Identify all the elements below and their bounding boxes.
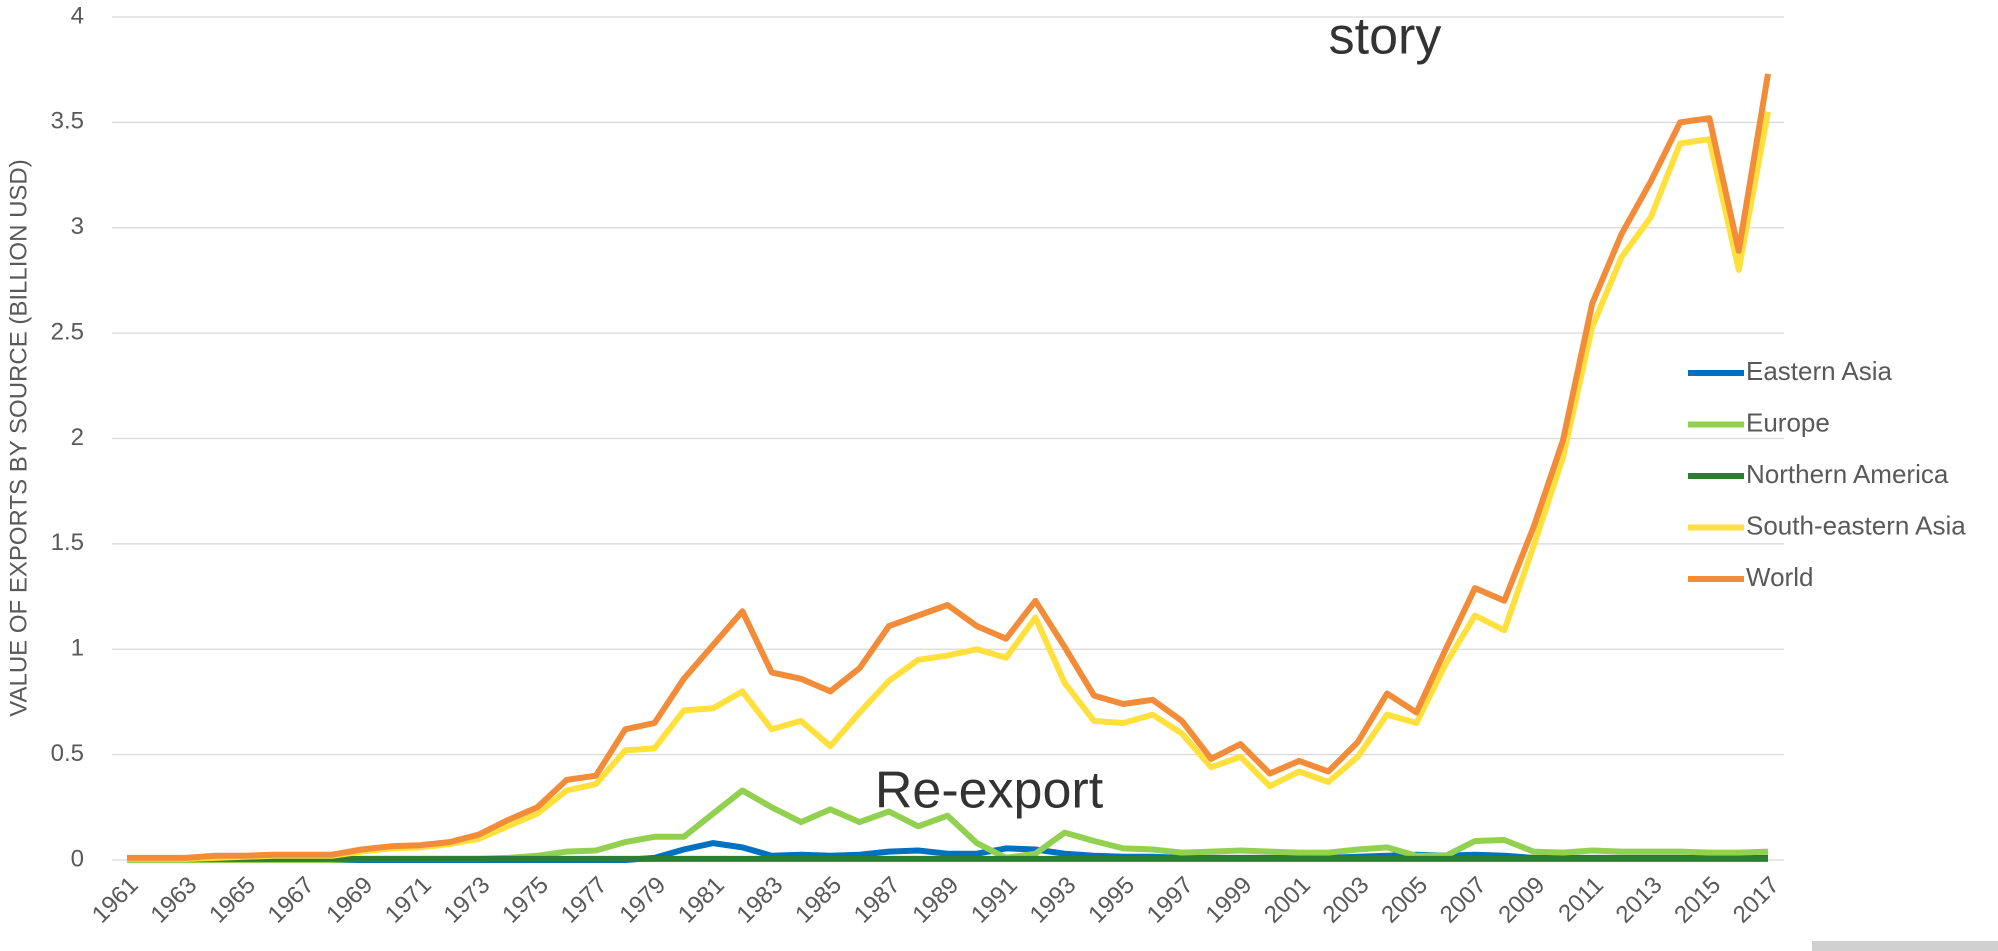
legend-label: Northern America [1746, 459, 1949, 489]
y-tick-label: 3.5 [51, 108, 84, 135]
x-tick-label: 1965 [204, 872, 261, 929]
series-line [127, 73, 1771, 861]
x-tick-label: 1981 [673, 872, 730, 929]
x-tick-label: 1985 [790, 872, 847, 929]
x-tick-label: 1969 [321, 872, 378, 929]
scrollbar [1812, 941, 1998, 951]
x-tick-label: 1979 [614, 872, 671, 929]
x-tick-label: 1967 [263, 872, 320, 929]
x-tick-label: 2001 [1259, 872, 1316, 929]
x-tick-label: 1993 [1025, 872, 1082, 929]
y-tick-label: 4 [71, 2, 84, 29]
y-tick-label: 2 [71, 424, 84, 451]
y-tick-label: 3 [71, 213, 84, 240]
y-tick-label: 2.5 [51, 318, 84, 345]
y-tick-label: 1 [71, 635, 84, 662]
x-tick-label: 2011 [1553, 872, 1609, 928]
x-tick-label: 1973 [439, 872, 496, 929]
legend-label: World [1746, 562, 1813, 592]
x-tick-label: 1987 [849, 872, 906, 929]
x-tick-label: 1983 [732, 872, 789, 929]
x-tick-label: 1971 [380, 872, 437, 929]
y-tick-label: 1.5 [51, 529, 84, 556]
x-tick-label: 1999 [1200, 872, 1257, 929]
y-tick-label: 0 [71, 845, 84, 872]
x-tick-label: 1963 [145, 872, 202, 929]
x-tick-label: 1989 [907, 872, 964, 929]
x-tick-label: 2017 [1728, 872, 1785, 929]
x-tick-label: 1995 [1083, 872, 1140, 929]
x-tick-label: 2005 [1376, 872, 1433, 929]
y-tick-label: 0.5 [51, 740, 84, 767]
x-tick-label: 1991 [966, 872, 1023, 929]
x-tick-label: 2007 [1435, 872, 1492, 929]
x-tick-label: 1961 [87, 872, 144, 929]
legend-label: South-eastern Asia [1746, 510, 1966, 540]
x-tick-label: 2015 [1669, 872, 1726, 929]
x-tick-label: 2003 [1318, 872, 1375, 929]
annotation: Re-export [875, 762, 1104, 820]
x-tick-label: 2013 [1611, 872, 1668, 929]
x-tick-label: 1977 [556, 872, 613, 929]
x-tick-label: 1975 [497, 872, 554, 929]
x-tick-label: 2009 [1493, 872, 1550, 929]
x-tick-label: 1997 [1142, 872, 1199, 929]
legend-label: Europe [1746, 407, 1830, 437]
legend-label: Eastern Asia [1746, 356, 1893, 386]
series-line [127, 111, 1771, 862]
y-axis-label: VALUE OF EXPORTS BY SOURCE (BILLION USD) [5, 159, 32, 716]
